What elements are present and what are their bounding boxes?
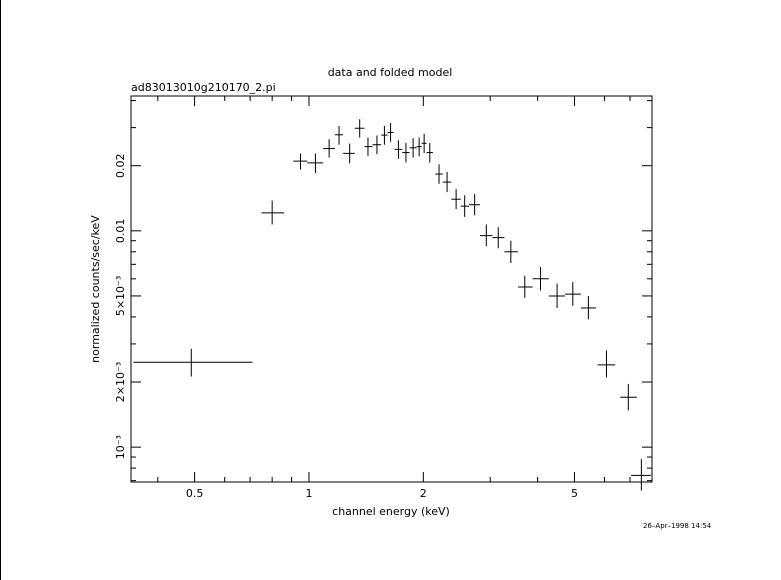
y-tick-label: 5×10⁻³ bbox=[114, 276, 127, 316]
x-tick-label: 2 bbox=[420, 487, 427, 500]
data-point bbox=[416, 137, 422, 157]
x-tick-label: 5 bbox=[571, 487, 578, 500]
data-points bbox=[133, 119, 651, 491]
data-point bbox=[426, 142, 433, 163]
x-tick-label: 1 bbox=[305, 487, 312, 500]
y-axis-label: normalized counts/sec/keV bbox=[89, 215, 102, 363]
y-tick-label: 0.01 bbox=[114, 219, 127, 244]
data-point bbox=[620, 383, 637, 411]
data-point bbox=[597, 350, 616, 378]
data-point bbox=[435, 164, 443, 184]
data-point bbox=[402, 142, 410, 163]
data-point bbox=[580, 295, 597, 320]
data-point bbox=[381, 125, 388, 145]
data-point bbox=[564, 281, 581, 306]
data-point bbox=[451, 189, 461, 210]
chart-title: data and folded model bbox=[328, 66, 453, 79]
data-point bbox=[548, 283, 565, 308]
data-point bbox=[293, 153, 308, 170]
data-point bbox=[469, 193, 480, 216]
data-point bbox=[364, 137, 373, 156]
data-point bbox=[631, 459, 651, 491]
chart-subtitle: ad83013010g210170_2.pi bbox=[131, 81, 276, 94]
data-point bbox=[421, 133, 427, 153]
x-axis-label: channel energy (keV) bbox=[332, 505, 450, 518]
data-point bbox=[479, 224, 493, 247]
data-point bbox=[504, 240, 518, 263]
data-point bbox=[460, 195, 470, 217]
data-point bbox=[323, 139, 335, 158]
timestamp: 26–Apr–1998 14:54 bbox=[643, 522, 712, 530]
x-tick-label: 0.5 bbox=[186, 487, 204, 500]
data-point bbox=[532, 267, 549, 291]
plot-frame bbox=[130, 95, 653, 483]
data-point bbox=[343, 143, 355, 164]
y-tick-label: 10⁻³ bbox=[114, 435, 127, 459]
data-point bbox=[517, 275, 533, 298]
data-point bbox=[334, 126, 344, 145]
data-point bbox=[133, 348, 253, 377]
data-point bbox=[354, 119, 365, 138]
data-point bbox=[394, 140, 403, 159]
tick-labels: 0.5 1 2 5 10⁻³ 2×10⁻³ 5×10⁻³ 0.01 0.02 bbox=[114, 153, 578, 500]
data-point bbox=[261, 200, 285, 225]
axis-ticks bbox=[131, 96, 652, 482]
y-tick-label: 2×10⁻³ bbox=[114, 362, 127, 402]
data-point bbox=[372, 135, 382, 155]
data-point bbox=[442, 172, 452, 193]
y-tick-label: 0.02 bbox=[114, 153, 127, 178]
data-point bbox=[307, 153, 324, 174]
data-point bbox=[409, 138, 417, 158]
data-point bbox=[387, 123, 394, 142]
data-point bbox=[492, 227, 505, 249]
